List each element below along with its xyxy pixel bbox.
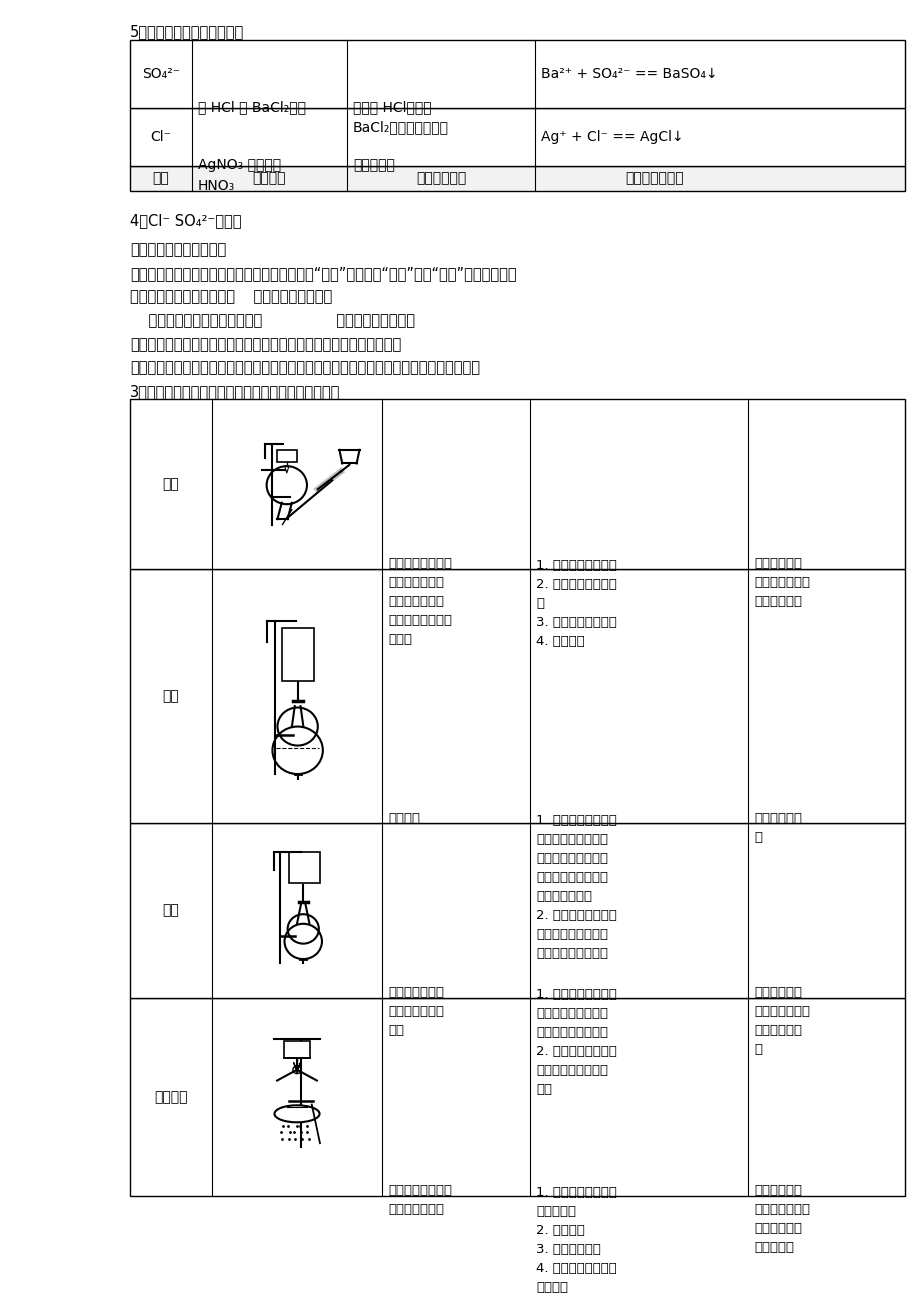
Text: 1. 萍取剂要与原溶剂
互不相溶不反应，溶
质在其中的溶解度比
在原溶剂中大，溶质
不与萍取剂反应
2. 萍取后得到的仍是
溶液，一般要通过蒸
馏等方法进一步分: 1. 萍取剂要与原溶剂 互不相溶不反应，溶 质在其中的溶解度比 在原溶剂中大，溶… bbox=[536, 814, 617, 960]
Text: 分离永点不同
的液体，如从石
油中得到汽油: 分离永点不同 的液体，如从石 油中得到汽油 bbox=[754, 557, 809, 608]
Text: 后续的操作中便于除去。: 后续的操作中便于除去。 bbox=[130, 242, 226, 258]
Text: 分离溶液中的
溶质，如从氯化
钓溶液中得到
氯化钓固体: 分离溶液中的 溶质，如从氯化 钓溶液中得到 氯化钓固体 bbox=[754, 1185, 809, 1255]
Text: 除杂要注意：为使杂质除尽，加入的试剂不能是“适量”，而应是“过量”，但“过量”的试剂必须在: 除杂要注意：为使杂质除尽，加入的试剂不能是“适量”，而应是“过量”，但“过量”的… bbox=[130, 266, 516, 281]
Text: 先加稀 HCl，再加
BaCl₂溶液有白色沉淠: 先加稀 HCl，再加 BaCl₂溶液有白色沉淠 bbox=[353, 100, 448, 134]
Text: 3、多种离子共存时，如何逐一除尽，应把握什么原则: 3、多种离子共存时，如何逐一除尽，应把握什么原则 bbox=[130, 384, 340, 398]
Text: 主要实验现象: 主要实验现象 bbox=[415, 172, 466, 185]
Text: 有关离子方程式: 有关离子方程式 bbox=[625, 172, 684, 185]
Text: 1. 不超过蒸发皿容积
的三分之二
2. 不断搨拌
3. 利用余热蒸干
4. 溶质不易分解、水
解、氧化: 1. 不超过蒸发皿容积 的三分之二 2. 不断搨拌 3. 利用余热蒸干 4. 溶… bbox=[536, 1186, 617, 1294]
Text: 5．物质的量浓度溶液的配制: 5．物质的量浓度溶液的配制 bbox=[130, 25, 244, 39]
Bar bbox=[284, 1042, 310, 1059]
Bar bbox=[130, 997, 904, 1195]
Text: 三个必须：加试剂必须过量；过量试剂必须除去；必须最佳实验方案。: 三个必须：加试剂必须过量；过量试剂必须除去；必须最佳实验方案。 bbox=[130, 337, 401, 352]
Text: 易分（被提纯物与杂质）；    复原（被提纯物）。: 易分（被提纯物与杂质）； 复原（被提纯物）。 bbox=[130, 289, 332, 305]
Text: 分液: 分液 bbox=[163, 904, 179, 918]
Text: 分液漏斗: 分液漏斗 bbox=[388, 812, 420, 825]
Text: 四个原则：不增（新杂质）；                不减（被提纯物）；: 四个原则：不增（新杂质）； 不减（被提纯物）； bbox=[130, 312, 414, 328]
Bar bbox=[130, 823, 904, 997]
Bar bbox=[130, 569, 904, 823]
Text: 离子: 离子 bbox=[153, 172, 169, 185]
Text: Ag⁺ + Cl⁻ == AgCl↓: Ag⁺ + Cl⁻ == AgCl↓ bbox=[540, 130, 683, 143]
Text: 分离互不相溶
的液体，如分离
水和苯的混合
物: 分离互不相溶 的液体，如分离 水和苯的混合 物 bbox=[754, 987, 809, 1056]
Text: 1. 加永石，防止暴永
2. 温度计水銀球的位
置
3. 冷凝管的水流方向
4. 不可蒸干: 1. 加永石，防止暴永 2. 温度计水銀球的位 置 3. 冷凝管的水流方向 4.… bbox=[536, 560, 617, 648]
Bar bbox=[277, 450, 297, 462]
Text: 锥形分液漏斗、
铁圈、烧杯、铁
架台: 锥形分液漏斗、 铁圈、烧杯、铁 架台 bbox=[388, 987, 444, 1038]
Text: 分离提纯时，先考虑物理方法（一看，二嗅），再考虑化学方法（三实验），后综合考虑。: 分离提纯时，先考虑物理方法（一看，二嗅），再考虑化学方法（三实验），后综合考虑。 bbox=[130, 361, 480, 375]
Bar bbox=[130, 39, 904, 108]
Ellipse shape bbox=[274, 1105, 319, 1122]
Text: 4．Cl⁻ SO₄²⁻的检验: 4．Cl⁻ SO₄²⁻的检验 bbox=[130, 214, 241, 228]
Bar bbox=[130, 398, 904, 569]
Bar bbox=[130, 165, 904, 190]
Text: Ba²⁺ + SO₄²⁻ == BaSO₄↓: Ba²⁺ + SO₄²⁻ == BaSO₄↓ bbox=[540, 66, 717, 81]
Text: SO₄²⁻: SO₄²⁻ bbox=[142, 66, 180, 81]
Text: 1. 分液漏斗中塞子打
开或塞子上的凹槽对
准分液漏斗中的小孔
2. 下层液体从下口放
出，上层液体从上口
倒出: 1. 分液漏斗中塞子打 开或塞子上的凹槽对 准分液漏斗中的小孔 2. 下层液体从… bbox=[536, 988, 617, 1096]
Text: 选用试剂: 选用试剂 bbox=[253, 172, 286, 185]
Text: 蒸发结晶: 蒸发结晶 bbox=[154, 1090, 187, 1104]
Text: 稀 HCl 和 BaCl₂溶液: 稀 HCl 和 BaCl₂溶液 bbox=[198, 100, 306, 115]
Text: AgNO₃ 溶液和稀
HNO₃: AgNO₃ 溶液和稀 HNO₃ bbox=[198, 159, 281, 193]
Text: 从碘水中提取
碘: 从碘水中提取 碘 bbox=[754, 812, 801, 844]
Text: 蒸馏: 蒸馏 bbox=[163, 477, 179, 491]
Text: Cl⁻: Cl⁻ bbox=[151, 130, 171, 143]
Text: 酒精灯、铁架台、
石棉网、蒸馏烧
瓶、温度计、冷
凝管、弯角导管、
锥形瓶: 酒精灯、铁架台、 石棉网、蒸馏烧 瓶、温度计、冷 凝管、弯角导管、 锥形瓶 bbox=[388, 557, 451, 646]
Text: 萍取: 萍取 bbox=[163, 689, 179, 703]
Bar bbox=[289, 852, 320, 883]
Bar bbox=[130, 108, 904, 165]
Bar bbox=[281, 628, 314, 681]
Text: 有白色沉淠: 有白色沉淠 bbox=[353, 159, 394, 172]
Text: 酒精灯、蒸发皿、
玻璊棒、铁架台: 酒精灯、蒸发皿、 玻璊棒、铁架台 bbox=[388, 1185, 451, 1216]
